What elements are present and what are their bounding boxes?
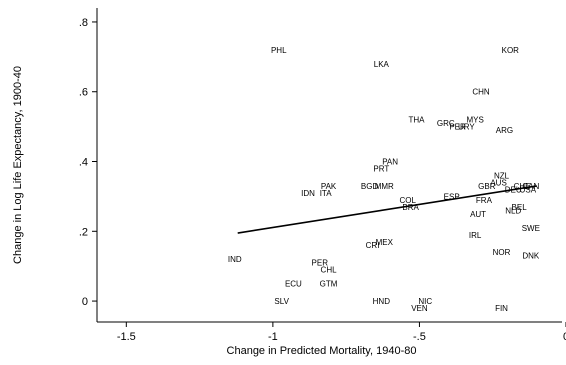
point-label: ARG <box>496 126 513 135</box>
plot-frame <box>96 8 562 323</box>
point-label: BRA <box>402 203 419 212</box>
point-label: USA <box>520 185 537 194</box>
point-label: SLV <box>274 297 289 306</box>
point-label: KOR <box>502 46 520 55</box>
x-tick-label: -.5 <box>413 331 426 343</box>
point-label: AUS <box>490 178 506 187</box>
point-label: URY <box>458 123 475 132</box>
y-tick-label: 0 <box>82 296 88 308</box>
point-label: HND <box>373 297 391 306</box>
point-label: MEX <box>376 238 394 247</box>
point-label: AUT <box>470 210 486 219</box>
point-label: NIC <box>418 297 432 306</box>
point-label: NLD <box>505 206 521 215</box>
point-label: PER <box>449 123 466 132</box>
point-label: COL <box>399 196 416 205</box>
x-tick-label: 0 <box>563 331 566 343</box>
point-label: PRT <box>373 164 389 173</box>
point-label: CHL <box>321 266 338 275</box>
point-label: ESP <box>444 192 460 201</box>
point-label: CHN <box>472 88 490 97</box>
point-label: GTM <box>320 280 338 289</box>
fitted-line <box>237 185 537 234</box>
point-label: THA <box>409 116 426 125</box>
point-label: ITA <box>320 189 333 198</box>
x-tick-label: -1 <box>268 331 278 343</box>
point-label: PHL <box>271 46 287 55</box>
point-label: IDN <box>301 189 315 198</box>
point-label: CRI <box>366 241 380 250</box>
point-label: IND <box>228 255 242 264</box>
point-label: PAK <box>321 182 337 191</box>
point-label: FRA <box>476 196 493 205</box>
point-label: GRC <box>437 119 455 128</box>
point-label: PAN <box>382 158 398 167</box>
y-tick-label: .6 <box>79 87 88 99</box>
point-label: SWE <box>522 224 540 233</box>
point-label: LKA <box>374 60 390 69</box>
point-label: VEN <box>411 304 428 313</box>
point-label: PER <box>312 259 329 268</box>
y-tick-label: .2 <box>79 226 88 238</box>
x-tick-label: -1.5 <box>117 331 136 343</box>
point-label: MMR <box>375 182 394 191</box>
point-label: MYS <box>466 116 483 125</box>
y-axis-ticks: 0 .2 .4 .6 .8 <box>79 17 97 308</box>
point-label: GBR <box>478 182 496 191</box>
y-tick-label: .4 <box>79 157 88 169</box>
point-label: BEL <box>512 203 528 212</box>
x-axis-title: Change in Predicted Mortality, 1940-80 <box>227 345 417 357</box>
y-tick-label: .8 <box>79 17 88 29</box>
point-label: ECU <box>285 280 302 289</box>
y-axis-title: Change in Log Life Expectancy, 1900-40 <box>12 66 24 264</box>
point-label: FIN <box>495 304 508 313</box>
point-label: BGD <box>361 182 379 191</box>
point-label: NOR <box>493 248 511 257</box>
point-label: CHE <box>514 182 531 191</box>
x-axis-ticks: -1.5 -1 -.5 0 <box>117 322 566 343</box>
point-label: DNK <box>522 252 540 261</box>
point-label: IRL <box>469 231 482 240</box>
point-label: NZL <box>494 171 510 180</box>
